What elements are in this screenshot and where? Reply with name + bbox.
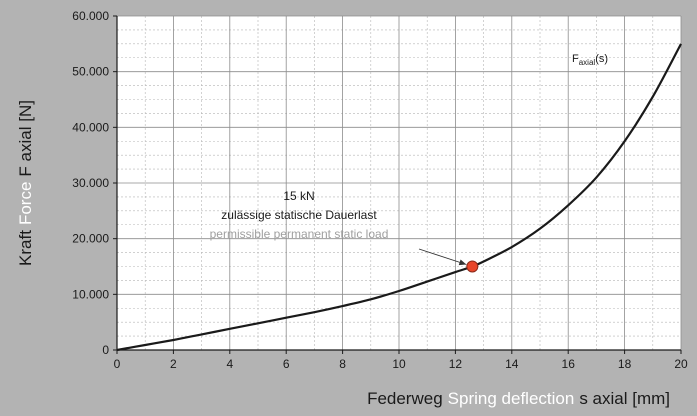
x-axis-ticks: 0 2 4 6 8 10 12 14 16 18 20	[114, 350, 688, 371]
x-tick-label: 12	[449, 357, 463, 371]
y-axis-label-symbol: F axial [N]	[16, 100, 35, 177]
x-tick-label: 0	[114, 357, 121, 371]
annotation-german: zulässige statische Dauerlast	[221, 208, 377, 222]
load-marker-point	[466, 260, 479, 273]
series-label-suffix: (s)	[595, 53, 608, 65]
x-axis-label-english: Spring deflection	[448, 389, 575, 408]
y-tick-label: 60.000	[72, 9, 109, 23]
y-tick-label: 40.000	[72, 120, 109, 134]
x-axis-label-symbol: s axial [mm]	[579, 389, 670, 408]
y-axis-ticks: 0 10.000 20.000 30.000 40.000 50.000 60.000	[72, 9, 117, 357]
series-label: Faxial(s)	[572, 53, 608, 67]
y-tick-label: 50.000	[72, 65, 109, 79]
annotation-value: 15 kN	[283, 189, 314, 203]
major-grid	[117, 15, 682, 350]
x-tick-label: 16	[562, 357, 576, 371]
y-tick-label: 30.000	[72, 176, 109, 190]
annotation-arrow	[418, 248, 467, 265]
x-tick-label: 20	[674, 357, 688, 371]
y-tick-label: 10.000	[72, 287, 109, 301]
force-curve-line	[116, 43, 682, 352]
x-axis-label: Federweg Spring deflection s axial [mm]	[367, 389, 670, 408]
series-label-subscript: axial	[579, 58, 596, 67]
minor-grid	[117, 16, 681, 350]
x-tick-label: 18	[618, 357, 632, 371]
y-tick-label: 0	[102, 343, 109, 357]
y-axis-label-english: Force	[16, 182, 35, 225]
annotation-english: permissible permanent static load	[210, 227, 389, 241]
y-axis-label-german: Kraft	[16, 230, 35, 266]
annotation-arrow-head	[458, 259, 467, 266]
series-label-base: F	[572, 53, 579, 65]
y-tick-label: 20.000	[72, 232, 109, 246]
x-tick-label: 14	[505, 357, 519, 371]
x-tick-label: 6	[283, 357, 290, 371]
x-tick-label: 4	[226, 357, 233, 371]
x-tick-label: 10	[392, 357, 406, 371]
x-tick-label: 8	[339, 357, 346, 371]
x-axis-label-german: Federweg	[367, 389, 443, 408]
x-tick-label: 2	[170, 357, 177, 371]
y-axis-label: Kraft Force F axial [N]	[16, 100, 35, 266]
